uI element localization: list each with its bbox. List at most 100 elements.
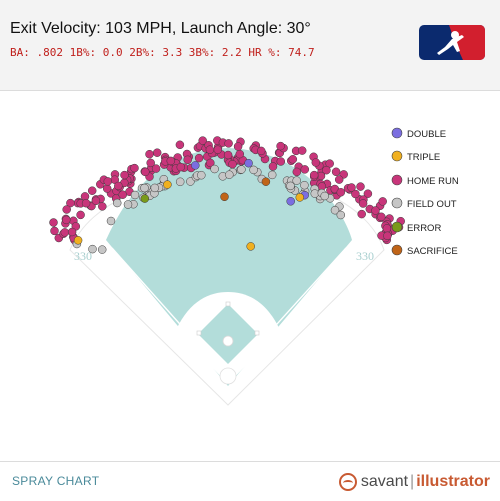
hit-point-home-run: [114, 181, 123, 191]
hit-point-home-run: [224, 139, 233, 148]
left-field-distance: 330: [74, 249, 92, 263]
right-foul-line: [227, 247, 347, 379]
savant-illustrator-logo: savant | illustrator: [338, 470, 490, 494]
hit-point-home-run: [87, 186, 97, 195]
second-base: [225, 301, 231, 307]
legend: DOUBLE TRIPLE HOME RUN FIELD OUT ERROR S…: [391, 127, 459, 257]
hit-point-home-run: [60, 228, 70, 237]
hit-point-home-run: [347, 183, 356, 192]
third-base: [196, 330, 202, 336]
hit-point-triple: [246, 242, 255, 251]
legend-label-field-out: FIELD OUT: [407, 199, 457, 210]
hit-point-field-out: [330, 205, 340, 215]
hit-point-home-run: [49, 218, 58, 227]
hit-point-field-out: [237, 165, 246, 174]
hit-point-home-run: [378, 197, 387, 206]
infield-grass: [198, 304, 258, 364]
legend-marker-home-run: [391, 174, 403, 186]
legend-item-error: ERROR: [391, 221, 441, 234]
hit-point-home-run: [357, 209, 366, 219]
hit-point-error: [140, 194, 150, 203]
hit-point-home-run: [268, 162, 278, 171]
hit-point-home-run: [130, 163, 139, 173]
hit-point-home-run: [194, 153, 204, 163]
hit-point-double: [286, 197, 295, 206]
hit-point-home-run: [383, 231, 392, 241]
hit-point-home-run: [205, 145, 215, 154]
legend-item-double: DOUBLE: [391, 127, 446, 140]
right-field-distance: 330: [356, 249, 374, 263]
hit-point-triple: [73, 236, 83, 245]
hit-point-field-out: [225, 170, 234, 179]
hit-point-home-run: [81, 198, 91, 208]
hit-point-home-run: [213, 145, 223, 154]
hit-point-home-run: [62, 205, 71, 214]
legend-marker-triple: [391, 150, 403, 162]
hit-point-double: [191, 161, 200, 170]
first-base: [254, 330, 260, 336]
legend-marker-error: [391, 221, 403, 233]
hit-point-field-out: [320, 191, 329, 201]
legend-marker-field-out: [391, 197, 403, 209]
hit-point-field-out: [292, 176, 301, 185]
legend-label-double: DOUBLE: [407, 129, 446, 140]
hit-point-home-run: [198, 136, 207, 145]
hit-point-home-run: [276, 157, 286, 166]
hit-point-field-out: [123, 200, 133, 209]
hit-point-home-run: [76, 210, 85, 220]
hit-point-triple: [163, 180, 172, 189]
hit-point-field-out: [197, 170, 206, 180]
hit-point-home-run: [62, 215, 71, 225]
home-plate-area: [219, 367, 237, 385]
hit-point-field-out: [130, 190, 140, 200]
spray-chart-label: SPRAY CHART: [12, 474, 100, 488]
hit-point-field-out: [210, 164, 219, 174]
hit-point-home-run: [66, 198, 75, 208]
hit-point-home-run: [363, 189, 373, 198]
hit-point-home-run: [102, 184, 112, 193]
legend-item-sacrifice: SACRIFICE: [391, 244, 458, 257]
legend-item-triple: TRIPLE: [391, 150, 440, 163]
hit-point-home-run: [223, 150, 233, 160]
hit-point-home-run: [175, 140, 185, 150]
batting-stats: BA: .802 1B%: 0.0 2B%: 3.3 3B%: 2.2 HR %…: [10, 46, 315, 59]
hit-point-home-run: [377, 212, 386, 222]
hit-point-home-run: [120, 170, 129, 180]
baseball-savant-icon: [338, 473, 357, 491]
hit-point-field-out: [267, 170, 277, 180]
hit-point-field-out: [112, 198, 122, 208]
hit-point-field-out: [249, 165, 258, 175]
hit-point-home-run: [276, 141, 285, 151]
hit-point-home-run: [176, 162, 186, 172]
hit-point-home-run: [292, 167, 302, 177]
hit-point-home-run: [145, 149, 154, 159]
hit-point-home-run: [311, 158, 321, 167]
hit-point-home-run: [228, 159, 237, 169]
brand-illustrator: illustrator: [416, 473, 490, 490]
hit-point-double: [244, 158, 253, 168]
legend-item-field-out: FIELD OUT: [391, 197, 457, 210]
hit-point-home-run: [322, 165, 331, 175]
legend-item-home-run: HOME RUN: [391, 174, 459, 187]
left-foul-line: [111, 247, 229, 379]
mlb-logo-icon: [419, 25, 485, 60]
hit-point-home-run: [351, 189, 360, 199]
hit-point-home-run: [331, 167, 341, 177]
hit-point-home-run: [334, 175, 344, 184]
hit-point-home-run: [309, 170, 319, 180]
hit-point-field-out: [300, 180, 309, 190]
hit-point-home-run: [356, 182, 365, 191]
hit-point-sacrifice: [261, 177, 271, 186]
hit-point-home-run: [256, 146, 266, 156]
chart-footer: SPRAY CHART savant | illustrator: [0, 461, 500, 501]
legend-label-error: ERROR: [407, 223, 441, 234]
hit-point-home-run: [151, 164, 161, 173]
hit-point-home-run: [288, 155, 298, 164]
legend-marker-sacrifice: [391, 244, 403, 256]
legend-marker-double: [391, 127, 403, 139]
hit-point-home-run: [206, 158, 215, 168]
hit-point-triple: [295, 193, 305, 202]
hit-point-field-out: [140, 183, 149, 193]
hit-point-field-out: [106, 216, 116, 226]
spray-chart: 330 330 DOUBLE TRIPLE HOME RUN FIELD OUT…: [49, 127, 459, 406]
